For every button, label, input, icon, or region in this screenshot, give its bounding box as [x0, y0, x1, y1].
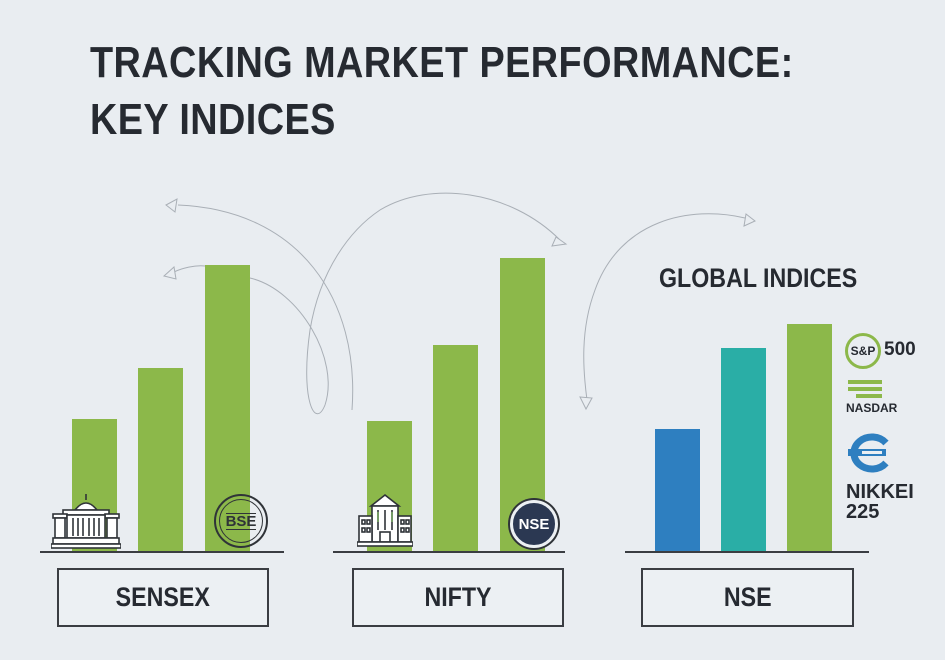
arc-arrow-loop [249, 192, 561, 415]
arrowhead-icon [165, 198, 178, 213]
arrowhead-icon [162, 266, 177, 280]
nasdaq-label: NASDAR [846, 401, 898, 415]
office-building-icon [357, 493, 413, 547]
sensex-bar-2 [138, 368, 183, 551]
nifty-baseline [333, 551, 565, 553]
sensex-baseline [40, 551, 284, 553]
nse-badge-icon: NSE [510, 500, 558, 548]
sp500-label: 500 [884, 339, 916, 360]
sp-badge-icon: S&P [845, 333, 881, 369]
global-baseline [625, 551, 869, 553]
nifty-label-box: NIFTY [352, 568, 564, 627]
nse-label: NSE [723, 582, 772, 612]
global-bar-1 [655, 429, 700, 551]
nifty-bar-2 [433, 345, 478, 551]
nikkei-label-line1: NIKKEI [846, 481, 914, 503]
arc-arrow-global [583, 213, 746, 401]
nifty-label: NIFTY [424, 582, 492, 612]
global-indices-title: GLOBAL INDICES [659, 263, 858, 293]
sp-badge-text: S&P [850, 344, 876, 358]
nse-badge-text: NSE [518, 515, 550, 533]
parliament-building-icon [51, 494, 121, 549]
nasdaq-stripes-icon [848, 380, 882, 400]
arrowhead-icon [551, 236, 568, 247]
bse-badge-text: BSE [225, 512, 257, 530]
sensex-label-box: SENSEX [57, 568, 269, 627]
global-bar-2 [721, 348, 766, 551]
title-line-1: TRACKING MARKET PERFORMANCE: [90, 38, 794, 87]
global-bar-3 [787, 324, 832, 551]
arc-arrow-sensex-outer [177, 204, 354, 411]
arrowhead-icon [743, 213, 756, 227]
page-title: TRACKING MARKET PERFORMANCE: KEY INDICES [90, 34, 794, 148]
nikkei-label: NIKKEI 225 [846, 482, 914, 522]
nikkei-label-line2: 225 [846, 501, 880, 523]
nikkei-logo-icon [848, 433, 889, 473]
nse-label-box: NSE [641, 568, 854, 627]
title-line-2: KEY INDICES [90, 95, 336, 144]
bse-badge-icon: BSE [214, 494, 268, 548]
arrowhead-icon [579, 396, 593, 411]
sensex-label: SENSEX [115, 582, 211, 612]
